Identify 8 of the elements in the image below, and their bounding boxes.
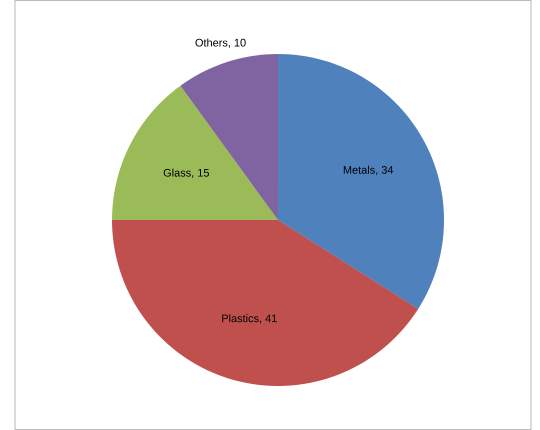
slice-label: Others	[195, 38, 228, 47]
slice-label: Glass	[164, 168, 191, 177]
data-label: , 41	[260, 314, 277, 324]
slice-label: Metals	[344, 166, 375, 174]
data-label: , 10	[228, 38, 246, 48]
slice-label: Plastics	[222, 314, 259, 322]
data-label: , 34	[376, 166, 394, 176]
data-label: , 15	[192, 169, 209, 178]
